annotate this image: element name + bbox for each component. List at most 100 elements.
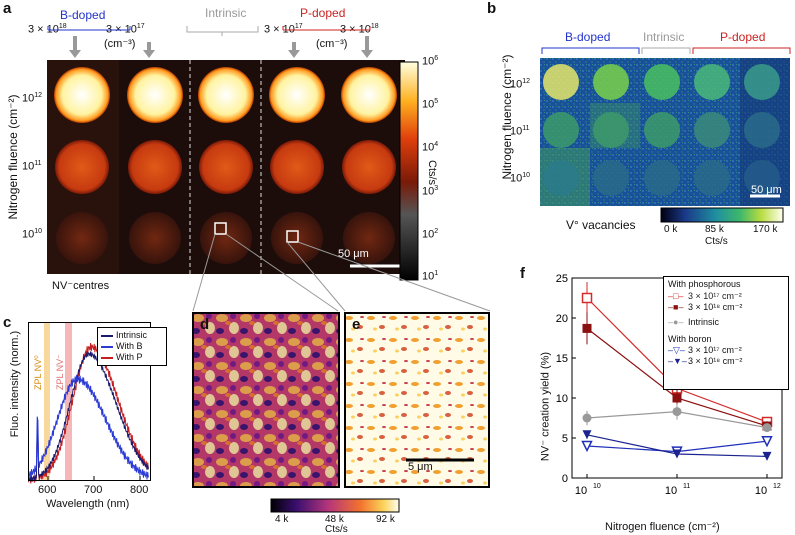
b-spot-r3-c5 bbox=[744, 160, 780, 196]
b-spot-r2-c4 bbox=[694, 112, 730, 148]
a-spot-r3-c3 bbox=[200, 212, 252, 264]
cb-tick-2: 102 bbox=[422, 228, 439, 241]
arrow-5 bbox=[361, 36, 373, 58]
c-legend: Intrinsic With B With P bbox=[97, 327, 167, 366]
b-spot-r3-c1 bbox=[543, 160, 579, 196]
c-legend-with-p: With P bbox=[101, 352, 163, 363]
a-row-label-2: 1011 bbox=[22, 160, 42, 173]
panel-e-label: e bbox=[352, 316, 361, 333]
b-row-label-3: 1010 bbox=[510, 172, 531, 185]
a-conc-1: 3 × 1018 bbox=[28, 23, 67, 36]
f-point bbox=[582, 430, 592, 440]
f-xtick-exp: 10 bbox=[593, 483, 601, 490]
f-point bbox=[761, 435, 773, 448]
f-xtick-exp: 12 bbox=[773, 483, 781, 490]
a-header-graphics bbox=[47, 26, 373, 58]
f-xtick-label: 10 bbox=[755, 485, 767, 497]
cb-tick-6: 106 bbox=[422, 55, 439, 68]
a-spot-r1-c1 bbox=[54, 67, 110, 123]
f-ytick-label: 20 bbox=[556, 313, 568, 325]
c-axes bbox=[28, 322, 151, 481]
f-legend-b-heading: With boron bbox=[668, 334, 712, 344]
a-y-axis-label: Nitrogen fluence (cm⁻²) bbox=[6, 94, 20, 220]
f-point bbox=[582, 413, 592, 423]
a-spot-r3-c4 bbox=[271, 212, 323, 264]
c-legend-intrinsic: Intrinsic bbox=[101, 330, 163, 341]
b-spot-r2-c1 bbox=[543, 112, 579, 148]
panel-a-label: a bbox=[3, 0, 12, 17]
panel-f-label: f bbox=[520, 265, 525, 282]
b-spot-r3-c2 bbox=[593, 160, 629, 196]
a-intrinsic-header: Intrinsic bbox=[205, 6, 247, 20]
c-x-axis-label: Wavelength (nm) bbox=[46, 498, 130, 510]
b-brackets bbox=[541, 47, 791, 54]
a-spot-r1-c2 bbox=[127, 67, 183, 123]
c-line-with-b bbox=[28, 375, 149, 480]
a-unit-right: (cm⁻³) bbox=[316, 38, 348, 50]
a-spot-r2-c2 bbox=[128, 140, 182, 194]
b-image bbox=[540, 58, 790, 206]
b-cb-mid: 85 k bbox=[705, 224, 724, 235]
b-spot-r2-c5 bbox=[744, 112, 780, 148]
f-xtick-label: 10 bbox=[665, 485, 677, 497]
b-y-axis-label: Nitrogen fluence (cm⁻²) bbox=[500, 54, 514, 180]
b-spot-r1-c3 bbox=[644, 64, 680, 100]
b-cb-unit: Cts/s bbox=[705, 236, 728, 247]
de-cb-unit: Cts/s bbox=[325, 524, 348, 535]
c-xtick-700: 700 bbox=[84, 484, 103, 496]
f-ytick-label: 5 bbox=[562, 433, 568, 445]
cb-tick-3: 103 bbox=[422, 185, 439, 198]
de-cb-min: 4 k bbox=[275, 514, 289, 525]
f-point bbox=[672, 393, 682, 403]
a-spot-r1-c4 bbox=[269, 67, 325, 123]
f-xtick-label: 10 bbox=[575, 485, 587, 497]
de-colorbar bbox=[270, 498, 400, 513]
f-point bbox=[581, 292, 593, 304]
b-pdoped-header: P-doped bbox=[720, 30, 766, 44]
a-spot-r2-c5 bbox=[342, 140, 396, 194]
b-bdoped-header: B-doped bbox=[565, 30, 611, 44]
a-spot-r3-c1 bbox=[56, 212, 108, 264]
a-zoom-box-intrinsic bbox=[214, 222, 227, 235]
a-arrows bbox=[69, 36, 373, 58]
b-spot-r3-c3 bbox=[644, 160, 680, 196]
f-xtick-exp: 11 bbox=[683, 483, 690, 490]
f-ytick-label: 25 bbox=[556, 273, 568, 285]
a-colorbar-unit: Cts/s bbox=[426, 160, 438, 186]
c-zpl-nvm-label: ZPL NV⁻ bbox=[55, 354, 65, 390]
f-ytick-label: 15 bbox=[556, 353, 568, 365]
a-pdoped-bracket bbox=[282, 26, 371, 31]
a-conc-4: 3 × 1017 bbox=[264, 23, 303, 36]
a-spot-r2-c3 bbox=[199, 140, 253, 194]
f-point bbox=[762, 451, 772, 461]
panel-b-label: b bbox=[487, 0, 497, 17]
f-ytick-label: 10 bbox=[556, 393, 568, 405]
a-row-label-1: 1012 bbox=[22, 92, 43, 105]
e-image bbox=[344, 312, 490, 488]
panel-d-label: d bbox=[200, 316, 210, 333]
b-spot-r1-c1 bbox=[543, 64, 579, 100]
c-line-intrinsic bbox=[28, 351, 149, 482]
arrow-4 bbox=[288, 42, 300, 58]
a-scale-bar-label: 50 μm bbox=[338, 248, 369, 260]
c-xtick-800: 800 bbox=[130, 484, 149, 496]
b-spot-r3-c4 bbox=[694, 160, 730, 196]
a-bdoped-header: B-doped bbox=[60, 8, 106, 22]
a-row-label-3: 1010 bbox=[22, 228, 43, 241]
d-image bbox=[192, 312, 340, 488]
c-line-with-p bbox=[28, 342, 149, 484]
b-spot-r1-c2 bbox=[593, 64, 629, 100]
b-row-label-2: 1011 bbox=[510, 125, 530, 138]
f-legend: With phosphorous –□– 3 × 10¹⁷ cm⁻² –■– 3 ×… bbox=[663, 276, 789, 390]
b-caption: V° vacancies bbox=[566, 218, 636, 232]
b-row-label-1: 1012 bbox=[510, 78, 531, 91]
a-spot-r1-c5 bbox=[341, 67, 397, 123]
b-intrinsic-header: Intrinsic bbox=[643, 30, 685, 44]
f-point bbox=[762, 423, 772, 433]
a-spot-r1-c3 bbox=[198, 67, 254, 123]
f-legend-b17: –▽– 3 × 10¹⁷ cm⁻² bbox=[668, 345, 742, 355]
b-spot-r1-c5 bbox=[744, 64, 780, 100]
c-zpl-nv0-band bbox=[44, 322, 50, 480]
cb-tick-1: 101 bbox=[422, 270, 439, 283]
c-y-axis-label: Fluo. intensity (norm.) bbox=[9, 330, 21, 438]
